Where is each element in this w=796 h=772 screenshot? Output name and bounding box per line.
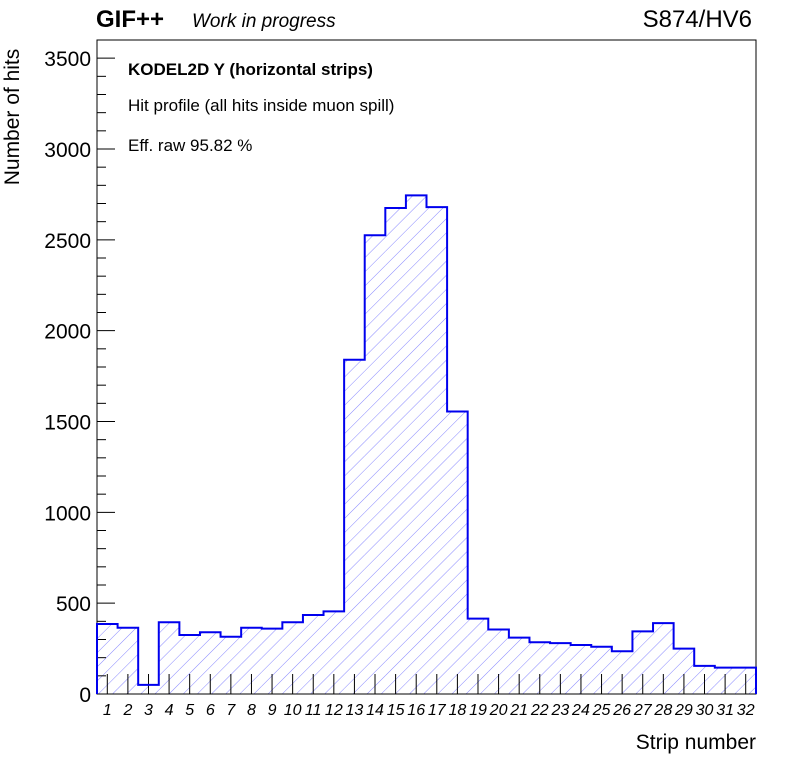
bar-strip-25 <box>591 646 612 694</box>
histogram-step-line <box>96 194 757 694</box>
x-tick-label: 3 <box>144 702 153 719</box>
bar-strip-23 <box>550 643 571 694</box>
experiment-label: GIF++ <box>96 6 165 33</box>
y-tick-label: 3000 <box>44 139 91 162</box>
x-tick-label: 11 <box>305 702 322 719</box>
bar-strip-27 <box>632 631 654 694</box>
bar-strip-9 <box>261 628 283 694</box>
y-axis-ticks: 0 500 1000 1500 2000 2500 3000 3500 <box>44 39 115 707</box>
bar-strip-19 <box>467 618 489 694</box>
bar-strip-12 <box>323 611 345 694</box>
bar-strip-24 <box>570 644 592 694</box>
x-tick-label: 18 <box>448 702 466 719</box>
histogram-fill <box>97 195 756 694</box>
x-tick-label: 25 <box>592 702 611 719</box>
x-tick-label: 14 <box>366 702 384 719</box>
x-tick-label: 12 <box>325 702 343 719</box>
y-tick-label: 0 <box>79 684 91 707</box>
x-tick-label: 27 <box>633 702 653 719</box>
x-tick-label: 15 <box>387 702 405 719</box>
x-tick-label: 30 <box>696 702 714 719</box>
bar-strip-29 <box>673 648 695 694</box>
x-tick-label: 22 <box>530 702 549 719</box>
status-label: Work in progress <box>192 11 336 32</box>
bar-strip-8 <box>241 627 262 694</box>
y-tick-label: 500 <box>56 593 91 616</box>
bar-strip-11 <box>302 614 324 694</box>
bar-strip-2 <box>117 627 139 694</box>
bar-strip-5 <box>179 634 200 694</box>
run-label: S874/HV6 <box>642 6 752 33</box>
x-tick-label: 2 <box>122 702 132 719</box>
bar-strip-16 <box>405 195 427 694</box>
x-tick-label: 10 <box>284 702 302 719</box>
bar-strip-26 <box>611 651 633 694</box>
bar-strip-17 <box>426 207 448 694</box>
bar-strip-6 <box>199 632 221 694</box>
x-tick-label: 26 <box>612 702 631 719</box>
y-tick-label: 1000 <box>44 502 91 525</box>
y-tick-label: 2000 <box>44 321 91 344</box>
bar-strip-22 <box>529 642 551 694</box>
plot-title: KODEL2D Y (horizontal strips) <box>128 60 373 79</box>
x-tick-label: 7 <box>226 702 236 719</box>
x-tick-label: 5 <box>185 702 194 719</box>
x-tick-label: 8 <box>247 702 256 719</box>
x-tick-label: 29 <box>674 702 693 719</box>
y-tick-label: 3500 <box>44 48 91 71</box>
x-tick-label: 9 <box>268 702 277 719</box>
bar-strip-10 <box>282 622 303 694</box>
bar-strip-15 <box>385 208 406 694</box>
bar-strip-7 <box>220 636 242 694</box>
x-tick-label: 16 <box>407 702 425 719</box>
x-tick-label: 1 <box>103 702 112 719</box>
x-tick-label: 23 <box>550 702 569 719</box>
x-tick-label: 19 <box>469 702 487 719</box>
bar-strip-1 <box>97 624 118 694</box>
bar-strip-13 <box>344 359 365 694</box>
x-tick-label: 28 <box>653 702 672 719</box>
x-tick-label: 20 <box>489 702 508 719</box>
y-tick-label: 1500 <box>44 412 91 435</box>
x-tick-label: 24 <box>571 702 590 719</box>
x-tick-label: 21 <box>509 702 528 719</box>
x-tick-label: 17 <box>428 702 447 719</box>
efficiency-label: Eff. raw 95.82 % <box>128 136 253 155</box>
x-axis-ticks: 1 2 3 4 5 6 7 8 9 10 11 12 13 14 15 16 17 18 19 20 21 22 23 24 2… <box>103 674 755 719</box>
plot-subtitle: Hit profile (all hits inside muon spill) <box>128 96 395 115</box>
bar-strip-28 <box>653 623 674 694</box>
y-tick-label: 2500 <box>44 230 91 253</box>
bar-strip-14 <box>364 235 386 694</box>
bar-strip-4 <box>158 622 180 694</box>
bar-strip-18 <box>447 411 468 694</box>
x-tick-label: 4 <box>165 702 174 719</box>
x-tick-label: 32 <box>737 702 755 719</box>
x-tick-label: 13 <box>346 702 364 719</box>
bar-strip-20 <box>488 629 509 694</box>
x-tick-label: 6 <box>206 702 215 719</box>
bar-strip-21 <box>508 637 530 694</box>
histogram-outline <box>96 194 757 694</box>
x-axis-label: Strip number <box>635 731 756 754</box>
x-tick-label: 31 <box>716 702 734 719</box>
